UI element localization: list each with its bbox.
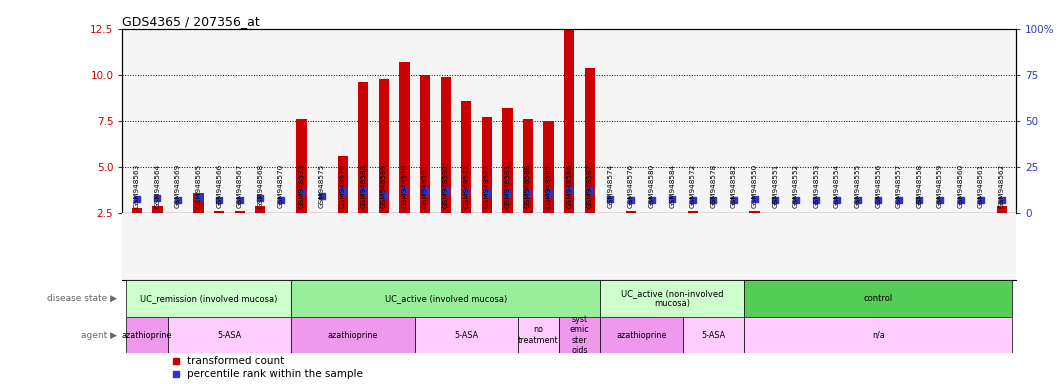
Point [931, 197, 948, 203]
Bar [359, 82, 368, 213]
Text: 5-ASA: 5-ASA [217, 331, 242, 339]
Point [169, 197, 186, 203]
Bar [292, 317, 415, 353]
Point [417, 188, 434, 194]
Text: agent ▶: agent ▶ [81, 331, 117, 339]
Text: azathioprine: azathioprine [328, 331, 378, 339]
Bar [127, 317, 168, 353]
Point [643, 197, 660, 203]
Point [211, 197, 228, 203]
Point [396, 187, 413, 193]
Bar [559, 317, 600, 353]
Point [376, 192, 393, 198]
Text: control: control [864, 294, 893, 303]
Point [354, 188, 371, 194]
Text: disease state ▶: disease state ▶ [47, 294, 117, 303]
Bar [687, 211, 698, 213]
Text: 5-ASA: 5-ASA [701, 331, 726, 339]
Point [602, 196, 619, 202]
Point [726, 197, 743, 203]
Text: syst
emic
ster
oids: syst emic ster oids [569, 315, 589, 355]
Point [231, 197, 248, 203]
Text: 5-ASA: 5-ASA [454, 331, 479, 339]
Bar [415, 317, 518, 353]
Bar [600, 280, 745, 317]
Bar [379, 79, 389, 213]
Bar [745, 317, 1012, 353]
Point [252, 195, 269, 202]
Bar [564, 29, 575, 213]
Bar [482, 117, 492, 213]
Bar [292, 280, 600, 317]
Point [541, 190, 558, 196]
Point [684, 197, 701, 203]
Point [334, 188, 351, 194]
Point [911, 197, 928, 203]
Text: UC_active (involved mucosa): UC_active (involved mucosa) [384, 294, 506, 303]
Text: UC_remission (involved mucosa): UC_remission (involved mucosa) [140, 294, 278, 303]
Bar [194, 193, 203, 213]
Bar [255, 206, 266, 213]
Bar [518, 317, 559, 353]
Text: transformed count: transformed count [186, 356, 284, 366]
Text: n/a: n/a [871, 331, 884, 339]
Point [437, 188, 454, 194]
Bar [297, 119, 306, 213]
Point [581, 188, 598, 194]
Point [787, 197, 804, 203]
Bar [440, 77, 451, 213]
Bar [745, 280, 1012, 317]
Text: azathioprine: azathioprine [122, 331, 172, 339]
Point [869, 197, 886, 203]
Point [767, 197, 784, 203]
Text: GDS4365 / 207356_at: GDS4365 / 207356_at [122, 15, 260, 28]
Point [314, 193, 331, 199]
Point [479, 190, 496, 196]
Bar [502, 108, 513, 213]
Point [829, 197, 846, 203]
Point [849, 197, 866, 203]
Bar [544, 121, 553, 213]
Bar [749, 211, 760, 213]
Point [458, 189, 475, 195]
Point [664, 196, 681, 202]
Bar [997, 206, 1007, 213]
Point [972, 197, 990, 203]
Point [272, 197, 289, 203]
Point [561, 187, 578, 193]
Text: azathioprine: azathioprine [616, 331, 666, 339]
Point [993, 197, 1010, 203]
Point [519, 190, 536, 197]
Bar [682, 317, 745, 353]
Point [293, 189, 310, 195]
Bar [420, 75, 430, 213]
Point [622, 197, 639, 203]
Point [704, 197, 721, 203]
Bar [600, 317, 682, 353]
Bar [168, 317, 292, 353]
Bar [461, 101, 471, 213]
Bar [214, 211, 225, 213]
Point [746, 196, 763, 202]
Point [891, 197, 908, 203]
Bar [337, 156, 348, 213]
Point [129, 196, 146, 202]
Bar [585, 68, 595, 213]
Point [149, 195, 166, 202]
Point [952, 197, 969, 203]
Point [808, 197, 825, 203]
Text: UC_active (non-involved
mucosa): UC_active (non-involved mucosa) [621, 289, 724, 308]
Point [499, 190, 516, 196]
Bar [626, 211, 636, 213]
Bar [522, 119, 533, 213]
Bar [132, 208, 142, 213]
Bar [127, 280, 292, 317]
Text: no
treatment: no treatment [518, 325, 559, 345]
Bar [399, 62, 410, 213]
Bar [234, 211, 245, 213]
Text: percentile rank within the sample: percentile rank within the sample [186, 369, 363, 379]
Bar [152, 206, 163, 213]
Point [190, 194, 207, 200]
